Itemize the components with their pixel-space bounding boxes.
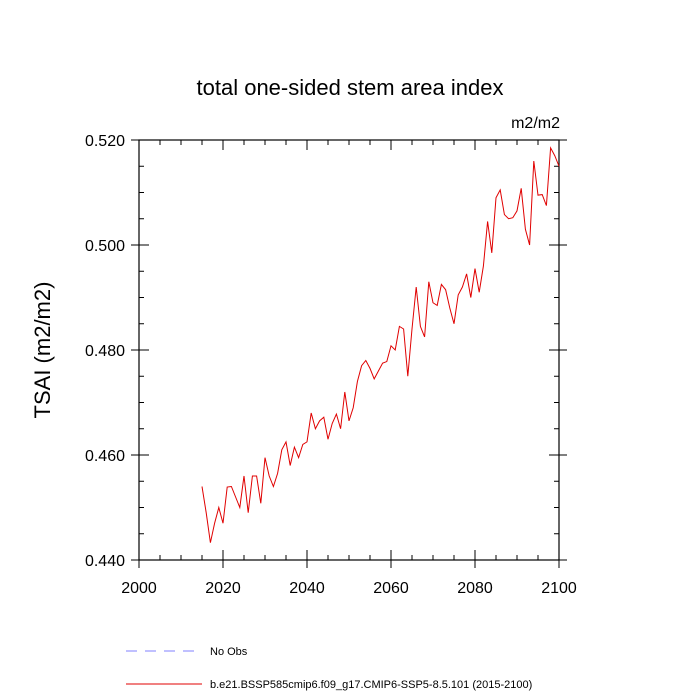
legend: No Obs b.e21.BSSP585cmip6.f09_g17.CMIP6-S… — [126, 646, 532, 691]
x-tick-label: 2100 — [541, 580, 577, 597]
x-tick-label: 2060 — [373, 580, 409, 597]
x-tick-label: 2040 — [289, 580, 325, 597]
y-tick-label: 0.480 — [85, 343, 125, 360]
series-line — [201, 146, 560, 543]
data-series — [201, 146, 560, 543]
legend-label: No Obs — [210, 646, 248, 658]
y-tick-label: 0.500 — [85, 238, 125, 255]
x-tick-label: 2080 — [457, 580, 493, 597]
y-axis-label: TSAI (m2/m2) — [30, 282, 55, 419]
axis-tick-labels: 2000 2020 2040 2060 2080 2100 0.440 0.460 0.480 0… — [85, 133, 577, 597]
y-tick-label: 0.440 — [85, 553, 125, 570]
y-tick-label: 0.520 — [85, 133, 125, 150]
x-tick-label: 2020 — [205, 580, 241, 597]
x-tick-label: 2000 — [121, 580, 157, 597]
axis-ticks — [131, 139, 567, 568]
chart-title: total one-sided stem area index — [197, 75, 504, 100]
units-label: m2/m2 — [511, 115, 560, 132]
legend-label: b.e21.BSSP585cmip6.f09_g17.CMIP6-SSP5-8.… — [210, 679, 532, 691]
y-tick-label: 0.460 — [85, 448, 125, 465]
